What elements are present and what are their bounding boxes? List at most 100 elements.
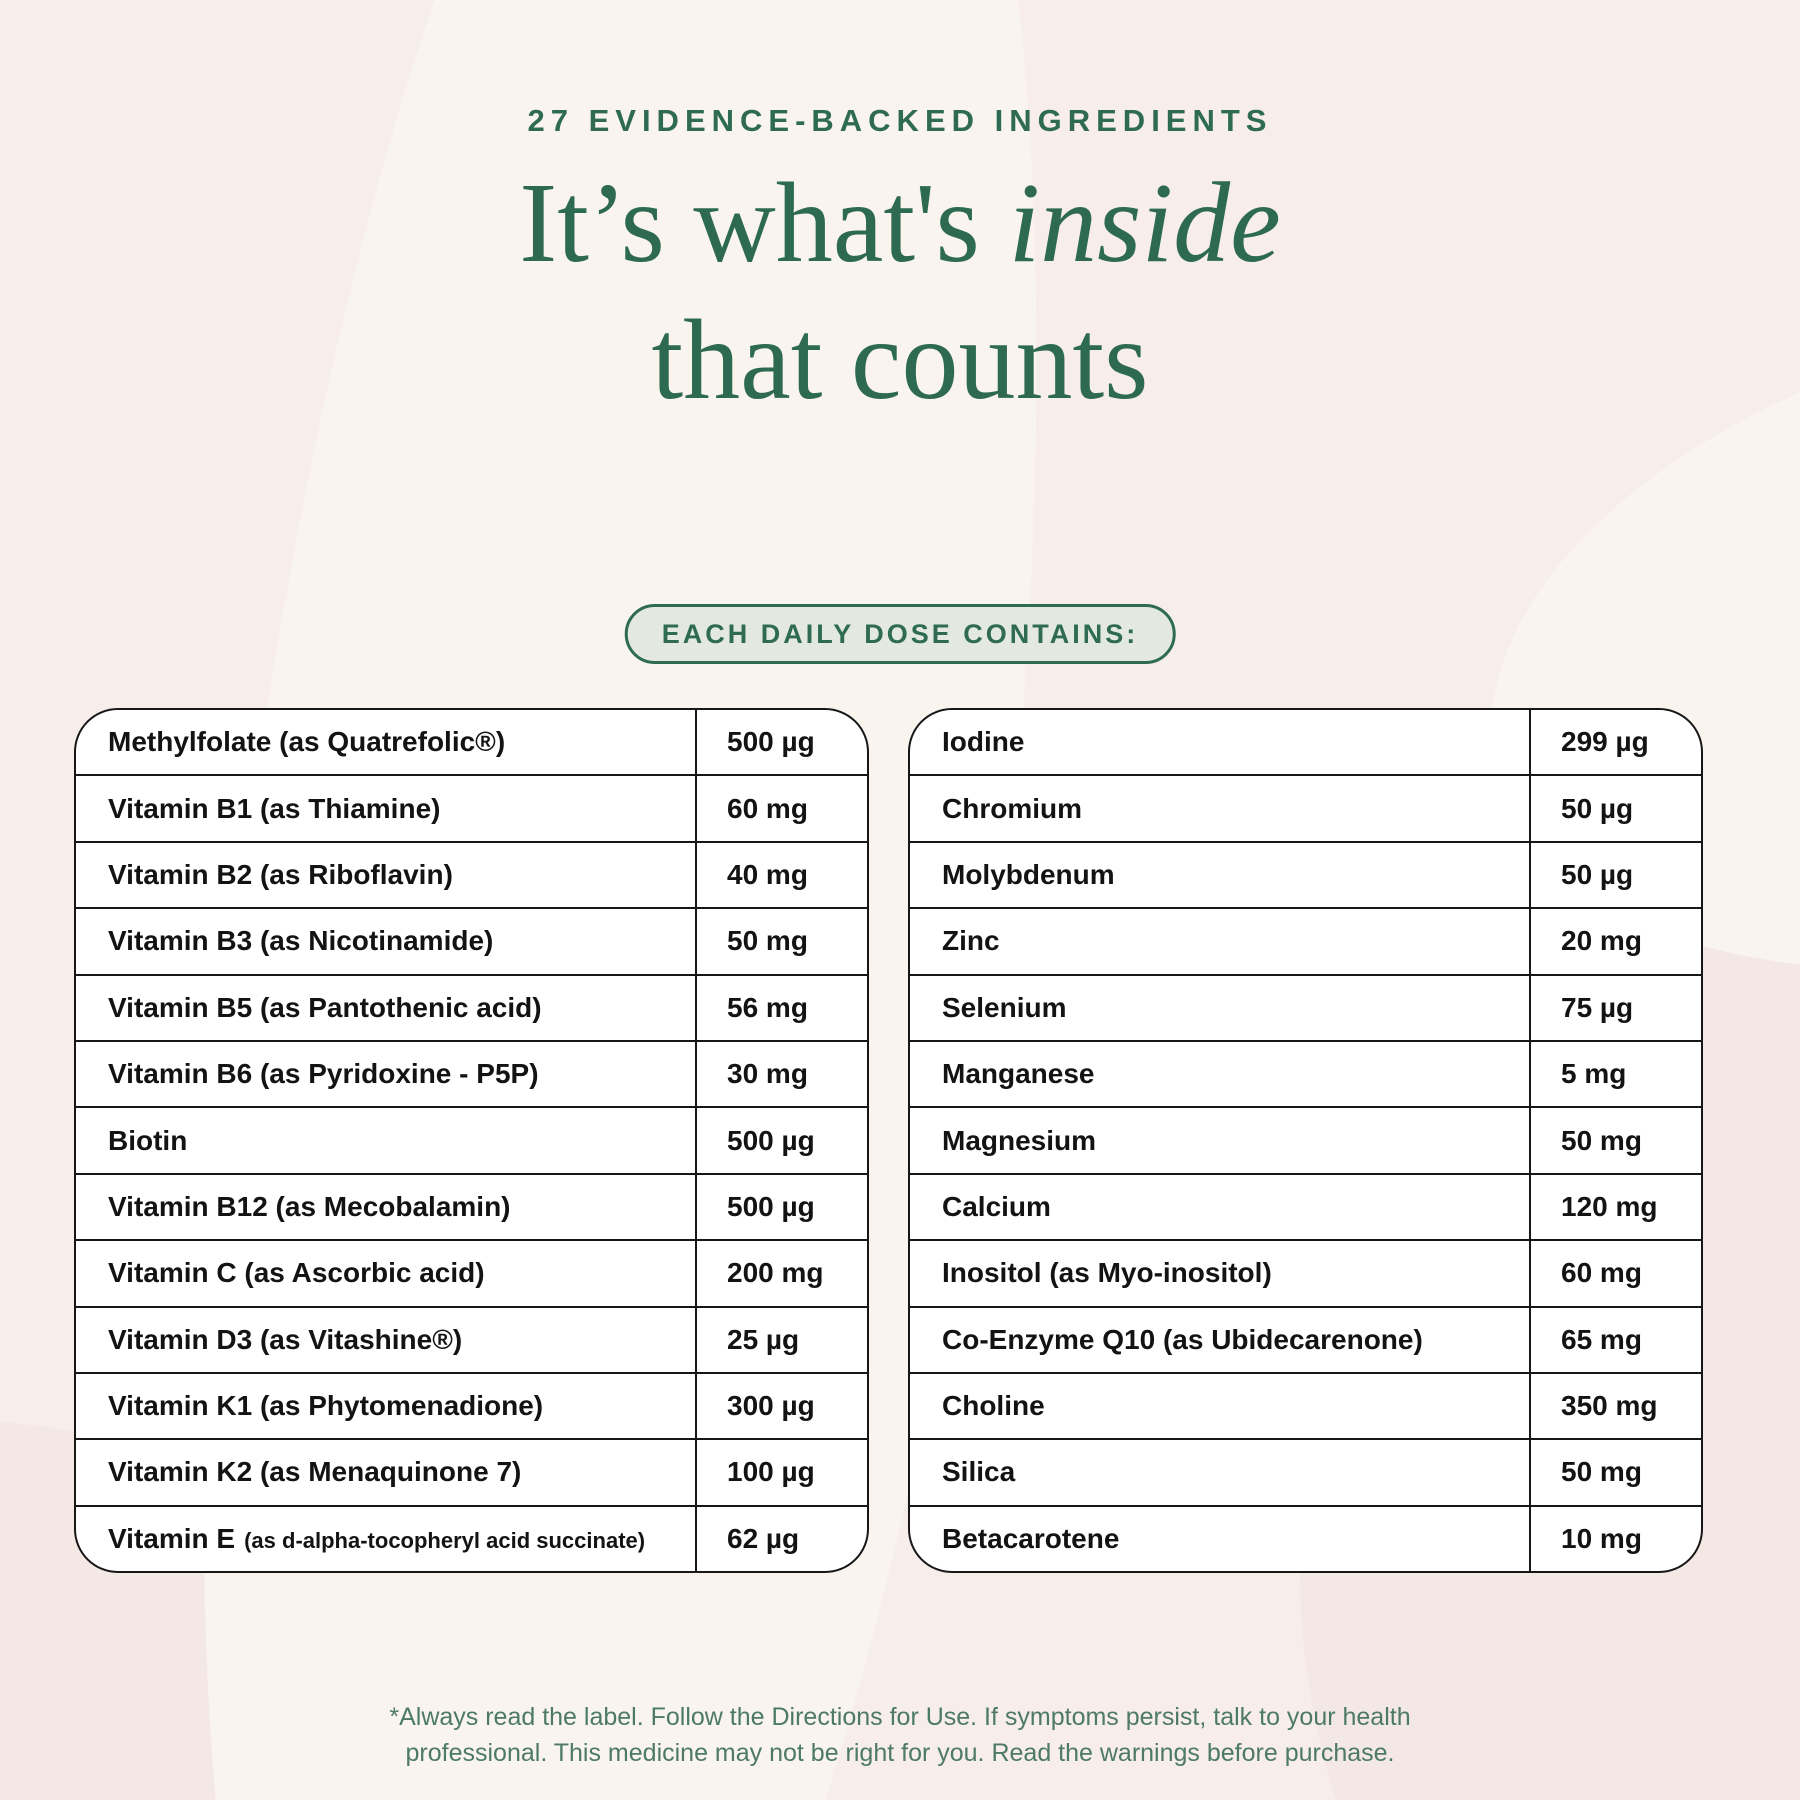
ingredient-amount: 50 mg: [1561, 1124, 1642, 1156]
title-line1-italic: inside: [1008, 159, 1281, 286]
table-row: Vitamin B5 (as Pantothenic acid) 56 mg: [76, 973, 867, 1040]
ingredient-name-cell: Silica: [910, 1440, 1529, 1504]
ingredient-amount: 62 µg: [727, 1522, 800, 1554]
ingredient-amount: 40 mg: [727, 858, 808, 890]
ingredient-amount: 5 mg: [1561, 1058, 1627, 1090]
ingredient-name: Inositol (as Myo-inositol): [942, 1257, 1272, 1289]
ingredient-amount-cell: 75 µg: [1529, 975, 1701, 1040]
table-row: Betacarotene 10 mg: [910, 1504, 1701, 1571]
ingredient-amount-cell: 10 mg: [1529, 1506, 1701, 1571]
ingredient-amount: 500 µg: [727, 726, 815, 758]
ingredient-name-cell: Chromium: [910, 776, 1529, 840]
ingredient-name: Vitamin K2 (as Menaquinone 7): [108, 1456, 522, 1488]
table-row: Vitamin C (as Ascorbic acid) 200 mg: [76, 1239, 867, 1306]
ingredient-name: Vitamin B12 (as Mecobalamin): [108, 1190, 511, 1222]
table-row: Magnesium 50 mg: [910, 1106, 1701, 1173]
disclaimer-line2: professional. This medicine may not be r…: [405, 1738, 1395, 1767]
ingredient-amount: 30 mg: [727, 1058, 808, 1090]
ingredient-amount: 25 µg: [727, 1323, 800, 1355]
ingredient-amount-cell: 62 µg: [695, 1506, 867, 1571]
ingredient-amount: 200 mg: [727, 1257, 824, 1289]
table-row: Vitamin K2 (as Menaquinone 7) 100 µg: [76, 1438, 867, 1505]
ingredient-amount-cell: 50 mg: [1529, 1108, 1701, 1173]
ingredient-amount: 50 µg: [1561, 792, 1634, 824]
page-title: It’s what's inside that counts: [0, 155, 1800, 429]
ingredient-name-cell: Methylfolate (as Quatrefolic®): [76, 710, 695, 774]
ingredient-amount: 50 mg: [727, 925, 808, 957]
table-row: Vitamin K1 (as Phytomenadione) 300 µg: [76, 1371, 867, 1439]
ingredient-name: Vitamin B2 (as Riboflavin): [108, 858, 453, 890]
table-row: Inositol (as Myo-inositol) 60 mg: [910, 1239, 1701, 1306]
ingredient-name-cell: Betacarotene: [910, 1507, 1529, 1571]
ingredient-name-cell: Manganese: [910, 1042, 1529, 1106]
ingredient-amount: 299 µg: [1561, 726, 1649, 758]
ingredient-name: Vitamin B6 (as Pyridoxine - P5P): [108, 1058, 539, 1090]
ingredient-amount: 65 mg: [1561, 1323, 1642, 1355]
table-row: Vitamin E (as d-alpha-tocopheryl acid suc…: [76, 1504, 867, 1571]
ingredient-amount: 100 µg: [727, 1456, 815, 1488]
ingredient-amount: 60 mg: [1561, 1257, 1642, 1289]
ingredient-amount-cell: 120 mg: [1529, 1174, 1701, 1240]
ingredient-amount: 60 mg: [727, 792, 808, 824]
table-row: Vitamin D3 (as Vitashine®) 25 µg: [76, 1305, 867, 1372]
ingredient-amount: 10 mg: [1561, 1522, 1642, 1554]
ingredient-amount: 75 µg: [1561, 991, 1634, 1023]
ingredient-name: Vitamin B3 (as Nicotinamide): [108, 925, 494, 957]
ingredient-name-cell: Vitamin B5 (as Pantothenic acid): [76, 976, 695, 1040]
ingredient-name-cell: Zinc: [910, 909, 1529, 973]
ingredient-amount: 350 mg: [1561, 1390, 1658, 1422]
ingredient-name: Iodine: [942, 726, 1025, 758]
ingredient-amount-cell: 65 mg: [1529, 1307, 1701, 1372]
ingredient-name: Vitamin B5 (as Pantothenic acid): [108, 991, 542, 1023]
ingredient-name: Vitamin D3 (as Vitashine®): [108, 1323, 463, 1355]
ingredient-amount-cell: 200 mg: [695, 1241, 867, 1306]
ingredient-name: Betacarotene: [942, 1522, 1120, 1554]
table-row: Vitamin B1 (as Thiamine) 60 mg: [76, 774, 867, 841]
ingredient-name: Selenium: [942, 991, 1067, 1023]
ingredient-amount-cell: 50 µg: [1529, 842, 1701, 908]
disclaimer-text: *Always read the label. Follow the Direc…: [0, 1700, 1800, 1771]
ingredient-amount: 500 µg: [727, 1124, 815, 1156]
ingredient-name-cell: Calcium: [910, 1175, 1529, 1239]
table-row: Selenium 75 µg: [910, 973, 1701, 1040]
ingredients-table-right: Iodine 299 µg Chromium 50 µg Molybdenum …: [908, 708, 1703, 1573]
ingredient-amount-cell: 350 mg: [1529, 1373, 1701, 1439]
eyebrow-heading: 27 EVIDENCE-BACKED INGREDIENTS: [527, 103, 1273, 138]
table-row: Vitamin B3 (as Nicotinamide) 50 mg: [76, 907, 867, 974]
table-row: Iodine 299 µg: [910, 710, 1701, 775]
ingredient-name: Methylfolate (as Quatrefolic®): [108, 726, 506, 758]
title-line1: It’s what's inside: [519, 159, 1281, 286]
ingredient-name-cell: Vitamin B1 (as Thiamine): [76, 776, 695, 840]
ingredient-name-cell: Biotin: [76, 1108, 695, 1172]
ingredient-amount-cell: 500 µg: [695, 1108, 867, 1173]
ingredient-amount-cell: 40 mg: [695, 842, 867, 908]
table-row: Vitamin B6 (as Pyridoxine - P5P) 30 mg: [76, 1039, 867, 1107]
ingredient-name-cell: Vitamin C (as Ascorbic acid): [76, 1241, 695, 1305]
ingredient-amount: 300 µg: [727, 1390, 815, 1422]
ingredient-amount-cell: 56 mg: [695, 975, 867, 1040]
ingredient-name: Vitamin E: [108, 1522, 236, 1554]
title-line2: that counts: [651, 295, 1149, 423]
ingredient-amount-cell: 50 mg: [1529, 1440, 1701, 1505]
table-row: Silica 50 mg: [910, 1438, 1701, 1505]
ingredient-name: Vitamin K1 (as Phytomenadione): [108, 1390, 544, 1422]
ingredient-name-cell: Vitamin K1 (as Phytomenadione): [76, 1374, 695, 1438]
ingredient-amount-cell: 60 mg: [695, 776, 867, 841]
ingredient-amount-cell: 300 µg: [695, 1373, 867, 1439]
ingredient-name-cell: Choline: [910, 1374, 1529, 1438]
ingredient-name-cell: Vitamin D3 (as Vitashine®): [76, 1308, 695, 1372]
ingredient-amount: 50 µg: [1561, 858, 1634, 890]
table-row: Methylfolate (as Quatrefolic®) 500 µg: [76, 710, 867, 775]
ingredient-name: Manganese: [942, 1058, 1095, 1090]
ingredient-name-cell: Vitamin B12 (as Mecobalamin): [76, 1175, 695, 1239]
ingredient-amount-cell: 30 mg: [695, 1041, 867, 1107]
table-row: Zinc 20 mg: [910, 907, 1701, 974]
ingredient-amount-cell: 50 mg: [695, 909, 867, 974]
table-row: Manganese 5 mg: [910, 1039, 1701, 1107]
daily-dose-badge: EACH DAILY DOSE CONTAINS:: [624, 604, 1176, 664]
ingredient-name-cell: Vitamin B6 (as Pyridoxine - P5P): [76, 1042, 695, 1106]
table-row: Biotin 500 µg: [76, 1106, 867, 1173]
ingredient-amount-cell: 299 µg: [1529, 710, 1701, 775]
ingredients-table-left: Methylfolate (as Quatrefolic®) 500 µg Vi…: [74, 708, 869, 1573]
